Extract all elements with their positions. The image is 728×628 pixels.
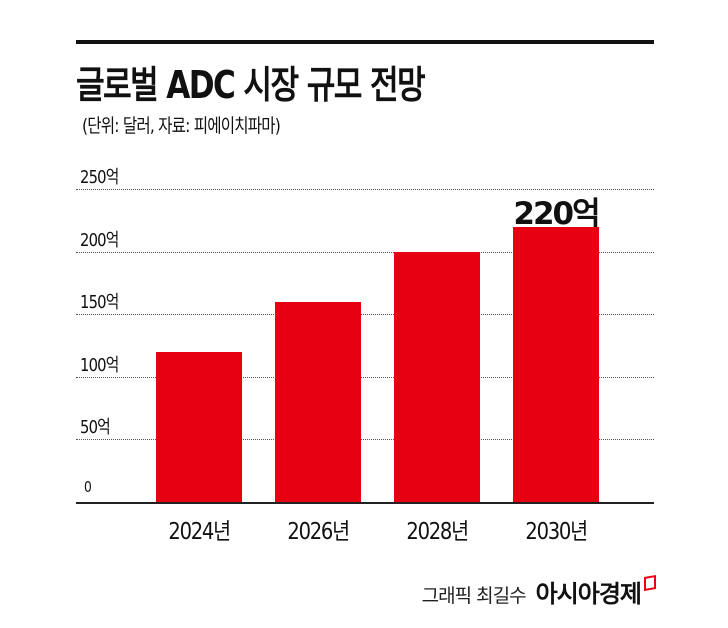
graphic-credit: 그래픽 최길수 [421,585,527,607]
bar-2026 [275,302,361,502]
x-tick-label: 2024년 [134,512,264,546]
y-tick-label: 100억 [80,355,119,376]
gridline-250 [76,189,654,190]
gridline-100 [76,377,654,378]
bar-2024 [156,352,242,502]
publisher-logo: 아시아경제 [536,574,656,609]
x-label-2024: 2024년 [168,519,231,545]
top-rule [76,40,654,44]
x-tick-label: 2028년 [372,512,502,546]
gridline-50 [76,439,654,440]
y-tick-label: 0 [84,478,92,496]
x-label-2026: 2026년 [287,519,350,545]
x-tick-label: 2030년 [491,512,621,546]
bar-2028 [394,252,480,502]
x-label-2030: 2030년 [525,519,588,545]
y-tick-label: 150억 [80,292,119,313]
data-label-2030: 220억 [513,196,600,232]
chart-subtitle: (단위: 달러, 자료: 피에이치파마) [82,115,281,137]
y-tick-label: 50억 [80,417,111,438]
chart-title: 글로벌 ADC 시장 규모 전망 [76,63,426,107]
x-axis-line [76,502,654,504]
y-tick-label: 200억 [80,230,119,251]
gridline-150 [76,314,654,315]
plot-area: 250억 200억 150억 100억 50억 0 220억 2024년 202… [76,0,654,628]
x-label-2028: 2028년 [406,519,469,545]
y-tick-label: 250억 [80,167,119,188]
bar-2030 [513,227,599,502]
logo-mark-icon [644,574,656,592]
x-tick-label: 2026년 [253,512,383,546]
gridline-200 [76,252,654,253]
footer-credit: 그래픽 최길수 아시아경제 [422,574,656,609]
publisher-name: 아시아경제 [535,580,642,608]
